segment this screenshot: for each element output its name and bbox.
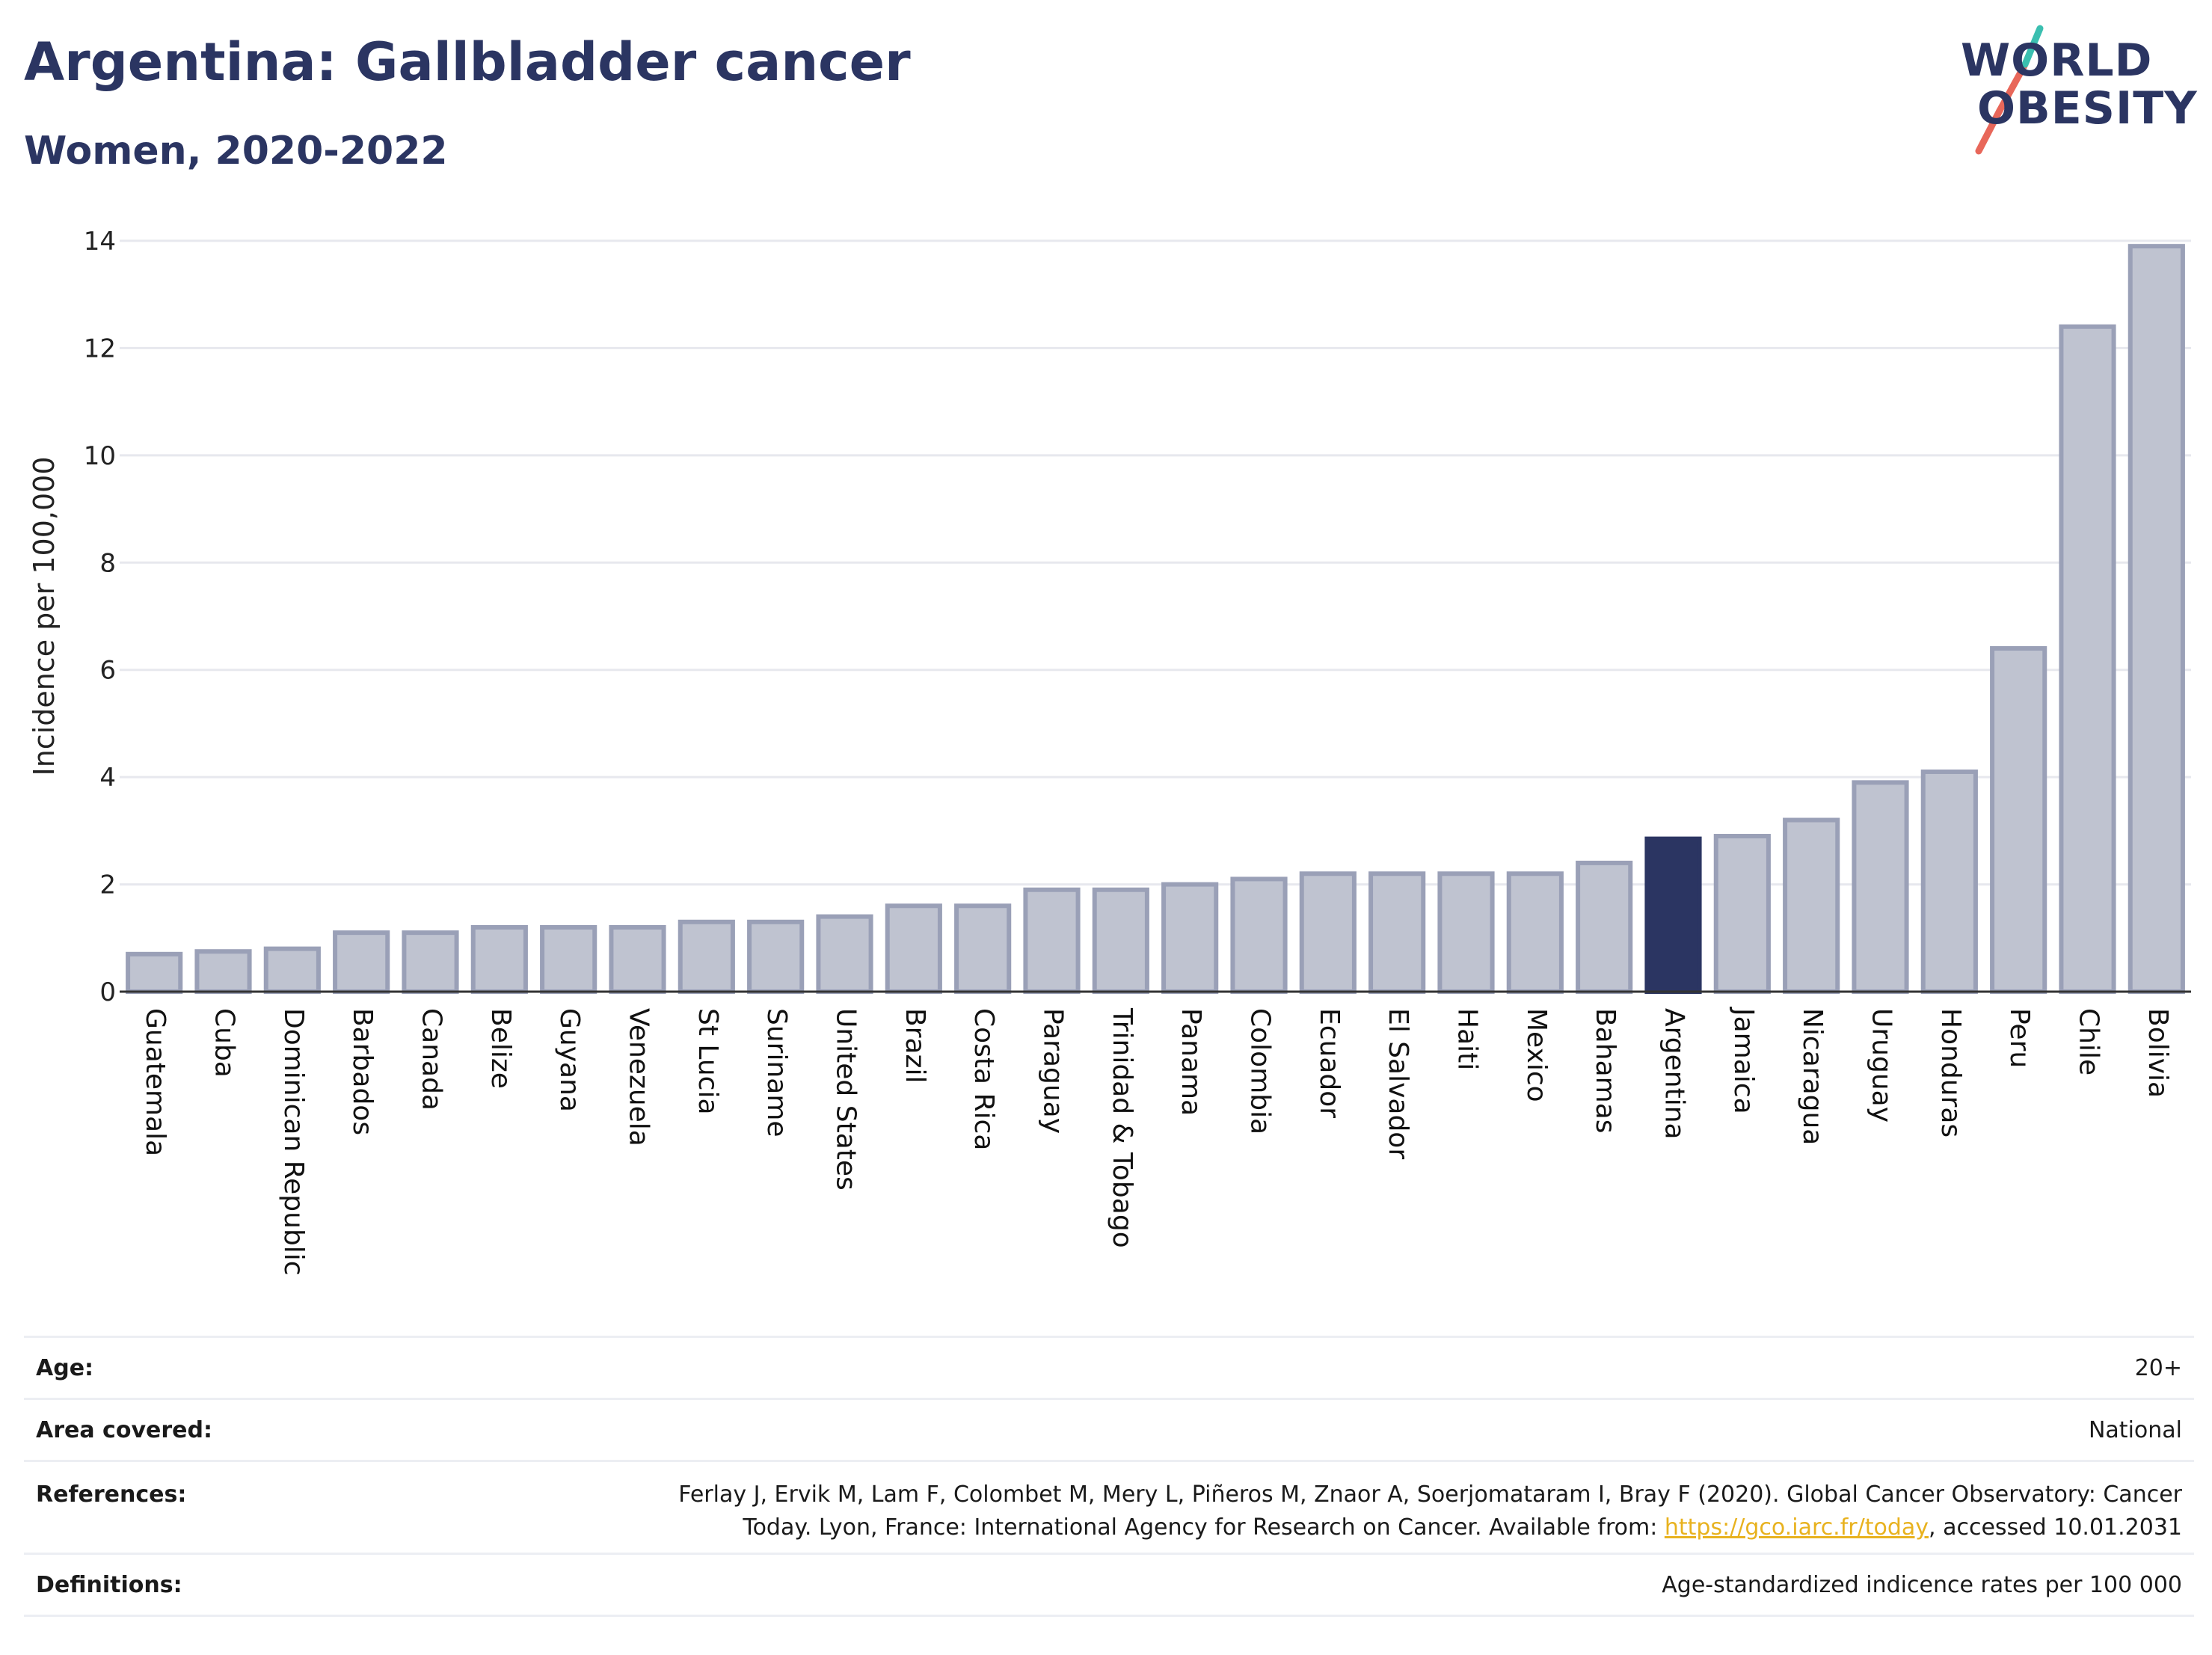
x-tick-label: Argentina: [1659, 1008, 1690, 1140]
y-tick-label: 6: [99, 656, 116, 686]
bar-barbados: [333, 930, 390, 994]
x-tick-label: Paraguay: [1038, 1008, 1069, 1134]
bar-cuba: [194, 949, 252, 994]
bar-dominican-republic: [263, 946, 321, 994]
x-tick-label: Honduras: [1935, 1008, 1966, 1137]
bar-ecuador: [1299, 871, 1357, 994]
bar-guyana: [540, 924, 597, 995]
bar-mexico: [1506, 871, 1564, 994]
bar-haiti: [1437, 871, 1495, 994]
bar-chart: 0 2 4 6 8 10 12 14 Incidence per 100,000 Guatemal…: [28, 227, 2191, 1276]
bar-panama: [1161, 882, 1219, 994]
bar-nicaragua: [1783, 817, 1840, 994]
x-tick-label: Haiti: [1452, 1008, 1483, 1070]
x-tick-label: Mexico: [1521, 1008, 1552, 1102]
x-tick-label: Guatemala: [140, 1008, 170, 1156]
bar-bolivia: [2127, 244, 2185, 994]
bar-honduras: [1920, 769, 1978, 994]
references-link[interactable]: https://gco.iarc.fr/today: [1664, 1514, 1929, 1541]
meta-row-area: Area covered: National: [24, 1398, 2194, 1460]
references-label: References:: [36, 1481, 187, 1508]
x-tick-label: Colombia: [1245, 1008, 1276, 1134]
references-line2-post: , accessed 10.01.2031: [1929, 1514, 2182, 1541]
x-tick-label: Chile: [2074, 1008, 2104, 1075]
x-tick-label: United States: [831, 1008, 861, 1191]
bar-colombia: [1230, 876, 1288, 995]
references-line2-pre: Today. Lyon, France: International Agenc…: [743, 1514, 1665, 1541]
bar-venezuela: [609, 924, 666, 995]
x-tick-label: Suriname: [761, 1008, 792, 1137]
age-label: Age:: [36, 1354, 94, 1381]
bar-belize: [470, 924, 528, 995]
y-axis-label: Incidence per 100,000: [28, 456, 61, 776]
logo-slash-icon: [1975, 25, 2044, 155]
x-tick-label: Canada: [417, 1008, 447, 1111]
x-tick-label: Bolivia: [2142, 1008, 2173, 1098]
meta-row-references: References: Ferlay J, Ervik M, Lam F, Co…: [24, 1460, 2194, 1553]
y-tick-label: 14: [84, 227, 116, 257]
x-tick-label: Panama: [1176, 1008, 1206, 1116]
page-subtitle: Women, 2020-2022: [24, 129, 448, 174]
world-obesity-logo: WORLD OBESITY: [1914, 22, 2206, 157]
bar-el-salvador: [1368, 871, 1426, 994]
logo-line2: OBESITY: [1977, 82, 2198, 135]
y-tick-label: 12: [84, 334, 116, 363]
bar-chile: [2059, 324, 2116, 994]
bar-brazil: [885, 903, 942, 995]
references-value: Ferlay J, Ervik M, Lam F, Colombet M, Me…: [678, 1479, 2194, 1544]
logo-line1: WORLD: [1961, 34, 2153, 87]
x-tick-label: Costa Rica: [968, 1008, 999, 1150]
references-line1: Ferlay J, Ervik M, Lam F, Colombet M, Me…: [678, 1481, 2182, 1508]
x-tick-label: Barbados: [347, 1008, 378, 1135]
x-tick-label: Ecuador: [1314, 1008, 1345, 1118]
definitions-label: Definitions:: [36, 1571, 182, 1598]
x-tick-label: St Lucia: [692, 1008, 723, 1115]
x-tick-label: Dominican Republic: [278, 1008, 309, 1276]
bar-canada: [402, 930, 459, 994]
bar-jamaica: [1713, 834, 1771, 994]
x-tick-label: Nicaragua: [1797, 1008, 1828, 1145]
area-label: Area covered:: [36, 1416, 212, 1443]
bar-st-lucia: [678, 919, 735, 995]
x-tick-label: Brazil: [900, 1008, 930, 1083]
y-tick-label: 8: [99, 548, 116, 578]
bar-argentina: [1644, 836, 1702, 994]
x-tick-label: Jamaica: [1728, 1007, 1759, 1114]
bar-paraguay: [1023, 887, 1081, 994]
bar-costa-rica: [954, 903, 1012, 995]
x-tick-label: Belize: [485, 1008, 516, 1089]
bar-trinidad-tobago: [1092, 887, 1149, 994]
bar-peru: [1990, 646, 2047, 994]
meta-row-age: Age: 20+: [24, 1336, 2194, 1398]
x-tick-label: El Salvador: [1383, 1008, 1413, 1159]
bar-united-states: [816, 914, 873, 994]
definitions-value: Age-standardized indicence rates per 100…: [1662, 1571, 2182, 1598]
area-value: National: [2088, 1416, 2182, 1443]
age-value: 20+: [2134, 1354, 2182, 1381]
bar-suriname: [747, 919, 805, 995]
y-tick-label: 4: [99, 763, 116, 793]
bar-guatemala: [126, 951, 183, 995]
x-tick-label: Guyana: [554, 1008, 585, 1112]
bar-bahamas: [1576, 860, 1633, 995]
y-tick-label: 2: [99, 871, 116, 900]
page-title: Argentina: Gallbladder cancer: [24, 31, 911, 93]
metadata-table: Age: 20+ Area covered: National Referenc…: [24, 1336, 2194, 1617]
x-tick-label: Cuba: [209, 1008, 240, 1078]
bar-uruguay: [1852, 780, 1909, 995]
x-tick-label: Peru: [2004, 1008, 2035, 1068]
x-tick-label: Uruguay: [1867, 1008, 1897, 1123]
y-tick-label: 0: [99, 977, 116, 1007]
x-tick-label: Bahamas: [1590, 1008, 1620, 1134]
meta-row-definitions: Definitions: Age-standardized indicence …: [24, 1553, 2194, 1617]
x-tick-label: Trinidad & Tobago: [1107, 1007, 1137, 1248]
x-tick-label: Venezuela: [624, 1008, 654, 1146]
y-tick-label: 10: [84, 441, 116, 471]
